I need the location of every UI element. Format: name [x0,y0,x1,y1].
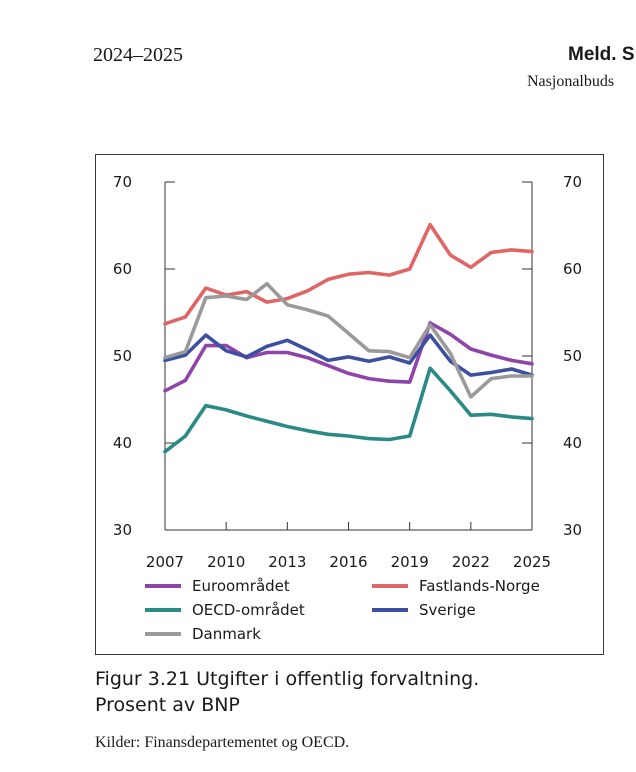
y-tick-label-right: 50 [563,347,582,365]
figure-frame [95,154,604,655]
legend-label: Euroområdet [192,577,290,595]
series-line [163,281,534,399]
legend-label: Sverige [419,601,476,619]
series-line [163,366,534,454]
y-tick-label-right: 40 [563,434,582,452]
x-tick-label: 2016 [329,553,367,571]
figure-caption-title: Figur 3.21 Utgifter i offentlig forvaltn… [95,668,480,690]
figure-caption-subtitle: Prosent av BNP [95,694,240,716]
series-line [163,222,534,326]
series-line [163,321,534,393]
line-chart: 30 30 40 40 50 50 60 60 70 70 2007 2010 2013 2016 2019… [113,173,582,643]
y-tick-label-right: 60 [563,260,582,278]
y-tick-label-left: 40 [113,434,132,452]
x-tick-label: 2010 [207,553,245,571]
legend-label: Fastlands-Norge [419,577,540,595]
legend-label: Danmark [192,625,261,643]
y-tick-label-right: 70 [563,173,582,191]
header-document-subtitle: Nasjonalbuds [527,73,615,90]
x-tick-label: 2007 [146,553,184,571]
legend-label: OECD-området [192,601,305,619]
y-tick-label-left: 30 [113,521,132,539]
x-tick-label: 2022 [452,553,490,571]
y-tick-label-left: 70 [113,173,132,191]
y-tick-label-left: 50 [113,347,132,365]
header-year-range: 2024–2025 [93,44,183,66]
y-tick-label-left: 60 [113,260,132,278]
figure-source: Kilder: Finansdepartementet og OECD. [95,734,350,751]
header-document-title: Meld. S [568,44,635,65]
x-tick-label: 2019 [391,553,429,571]
x-tick-label: 2025 [513,553,551,571]
x-tick-label: 2013 [268,553,306,571]
y-tick-label-right: 30 [563,521,582,539]
series-line [163,333,534,377]
